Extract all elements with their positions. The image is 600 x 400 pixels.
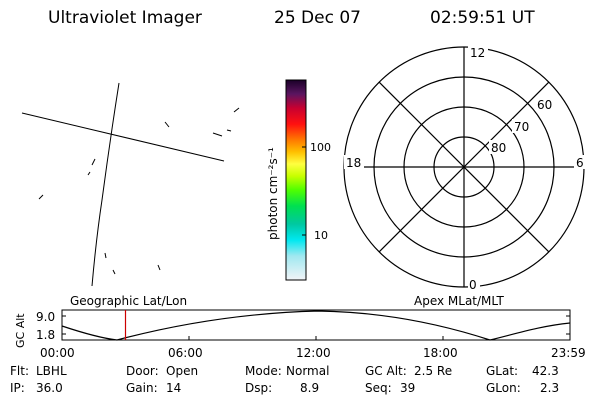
y-tick-bottom: 1.8 (36, 328, 55, 342)
app-title: Ultraviolet Imager (48, 8, 202, 28)
gain-label: Gain: (126, 381, 158, 395)
y-axis-label: GC Alt (14, 313, 27, 348)
mode-value: Normal (286, 364, 330, 378)
colorbar-tick-100: 100 (310, 141, 331, 154)
mlt-label-12: 12 (470, 46, 485, 60)
door-label: Door: (126, 364, 159, 378)
colorbar-unit-label: photon cm⁻²s⁻¹ (266, 147, 280, 240)
x-tick-0000: 00:00 (40, 346, 75, 360)
longitude-line (91, 82, 120, 287)
altitude-curve (61, 310, 571, 341)
geographic-label: Geographic Lat/Lon (70, 294, 188, 308)
gcalt-label: GC Alt: (365, 364, 407, 378)
apex-label: Apex MLat/MLT (414, 294, 504, 308)
colorbar-gradient (285, 79, 307, 281)
y-tick-top: 9.0 (36, 310, 55, 324)
dsp-label: Dsp: (245, 381, 273, 395)
lat-label-70: 70 (514, 120, 529, 134)
mlt-label-0: 0 (469, 278, 477, 292)
ip-label: IP: (10, 381, 25, 395)
ip-value: 36.0 (36, 381, 63, 395)
glon-value: 2.3 (540, 381, 560, 395)
seq-value: 39 (400, 381, 416, 395)
x-tick-1800: 18:00 (423, 346, 458, 360)
lat-label-60: 60 (537, 98, 552, 112)
filter-value: LBHL (36, 364, 67, 378)
x-tick-2359: 23:59 (551, 346, 586, 360)
colorbar-tick-10: 10 (314, 229, 328, 242)
glon-label: GLon: (486, 381, 521, 395)
dsp-value: 8.9 (300, 381, 320, 395)
latitude-line (21, 112, 225, 162)
glat-label: GLat: (486, 364, 519, 378)
lat-label-80: 80 (491, 141, 506, 155)
gain-value: 14 (166, 381, 182, 395)
altitude-plot-frame (61, 309, 571, 341)
mlt-label-6: 6 (576, 156, 584, 170)
seq-label: Seq: (365, 381, 392, 395)
mlt-label-18: 18 (346, 156, 361, 170)
filter-label: Flt: (10, 364, 29, 378)
gcalt-value: 2.5 Re (414, 364, 453, 378)
date-display: 25 Dec 07 (274, 8, 361, 28)
x-tick-0600: 06:00 (168, 346, 203, 360)
glat-value: 42.3 (532, 364, 559, 378)
door-value: Open (166, 364, 199, 378)
time-display: 02:59:51 UT (430, 8, 535, 28)
mode-label: Mode: (245, 364, 282, 378)
x-tick-1200: 12:00 (296, 346, 331, 360)
